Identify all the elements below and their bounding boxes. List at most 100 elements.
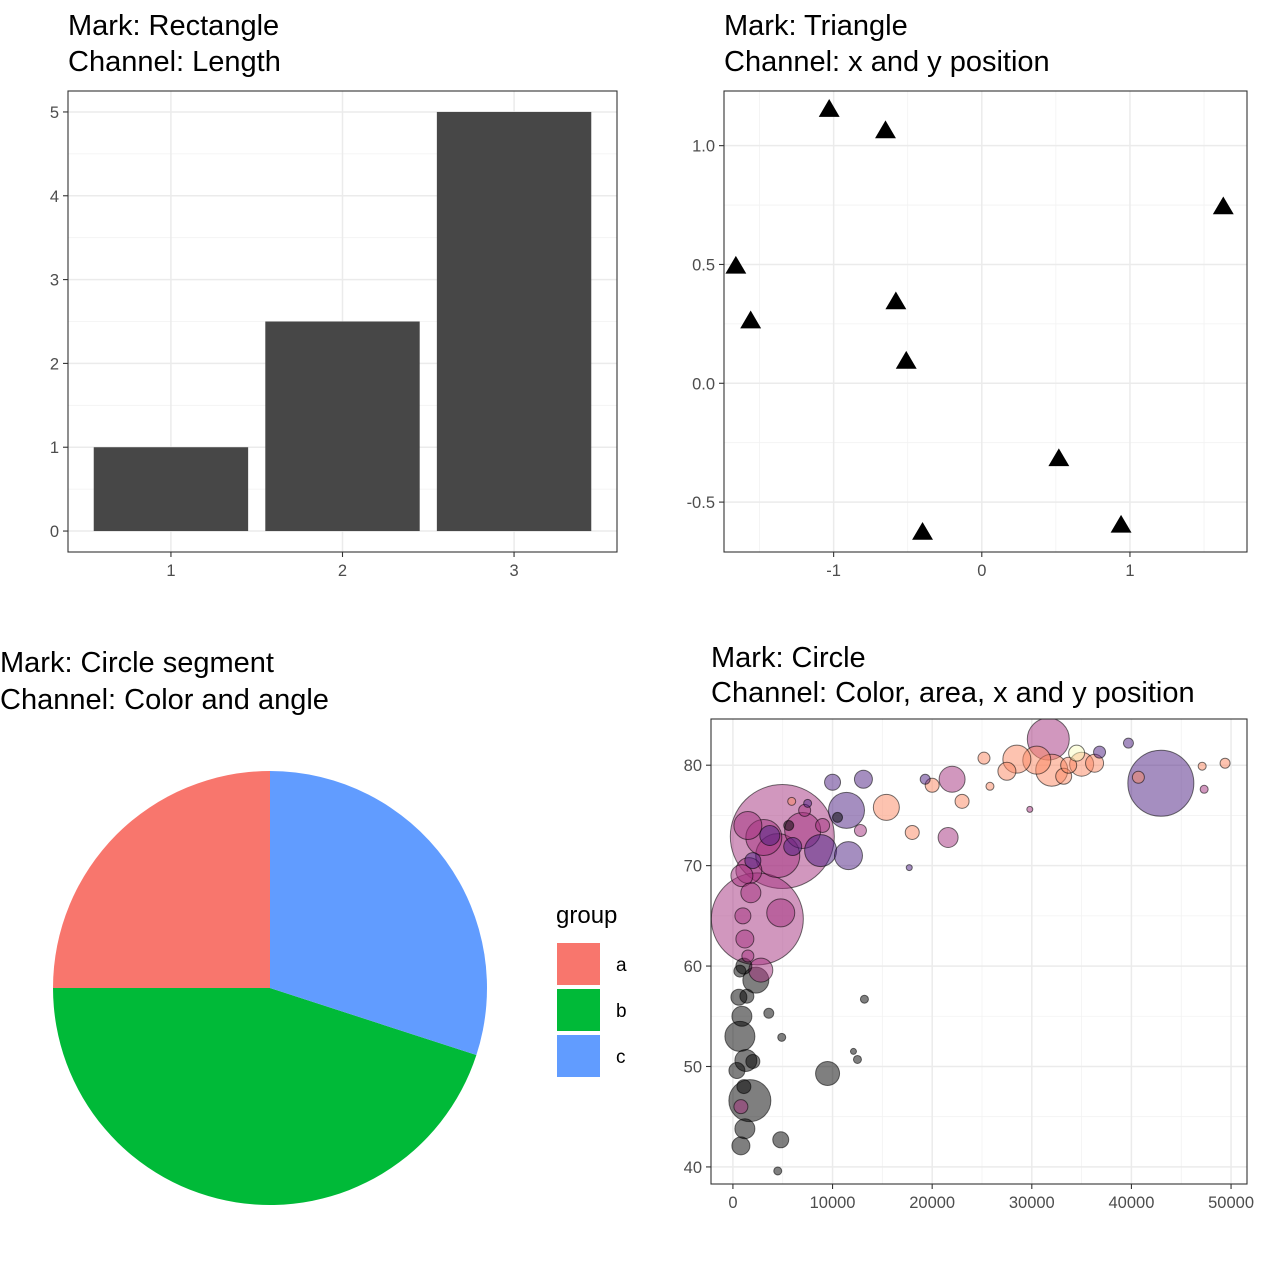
triangle-point (912, 521, 933, 540)
bubble-point (735, 929, 755, 949)
bubble-point (741, 949, 755, 963)
bubble-scatter-x-tick-label: 30000 (1009, 1194, 1055, 1212)
bubble-scatter-x-tick-label: 40000 (1108, 1194, 1154, 1212)
bar-chart-y-tick-label: 3 (50, 272, 59, 290)
bubble-point (1122, 737, 1134, 749)
bar-chart-bars (93, 111, 592, 532)
bar-chart-y-tick-label: 2 (50, 355, 59, 373)
triangle-scatter-x-tick-label: -1 (826, 562, 841, 580)
triangle-scatter-x-tick-label: 1 (1125, 562, 1134, 580)
bubble-point (1199, 784, 1209, 794)
bubble-point (744, 852, 762, 870)
bubble-point (919, 773, 931, 785)
bubble-scatter-x-tick-label: 50000 (1208, 1194, 1254, 1212)
bubble-point (773, 1166, 783, 1176)
bubble-point (849, 1047, 857, 1055)
bubble-point (733, 810, 763, 840)
triangle-point (885, 291, 907, 310)
triangle-point (740, 310, 762, 329)
bubble-point (783, 837, 803, 857)
pie-slice-a (53, 771, 270, 988)
pie-chart-title-line1: Mark: Circle segment (0, 647, 274, 679)
triangle-scatter-axes: -1 0 1 -0.5 0.0 0.5 1.0 (687, 138, 1135, 580)
bubble-point (759, 825, 781, 847)
bubble-point (815, 1061, 841, 1087)
bubble-point (763, 1007, 775, 1019)
bubble-scatter-grid (711, 719, 1247, 1184)
legend-label-a: a (616, 955, 627, 976)
bubble-point (938, 765, 966, 793)
bubble-point (736, 1079, 752, 1095)
bubble-point (734, 907, 752, 925)
bubble-point (905, 864, 913, 872)
triangle-point (1110, 514, 1132, 533)
bubble-scatter-title-line1: Mark: Circle (711, 642, 866, 674)
triangle-scatter-y-tick-label: 0.0 (692, 375, 715, 393)
triangle-scatter-points (725, 99, 1234, 540)
bubble-point (1131, 770, 1145, 784)
bubble-point (731, 1136, 751, 1156)
bubble-point (1026, 805, 1034, 813)
triangle-point (1212, 196, 1234, 215)
bar-chart-y-tick-label: 4 (50, 188, 59, 206)
bubble-point (783, 819, 795, 831)
bubble-point (815, 817, 831, 833)
pie-chart-title-line2: Channel: Color and angle (0, 684, 329, 716)
bubble-scatter-x-tick-label: 20000 (909, 1194, 955, 1212)
bubble-point (852, 1054, 862, 1064)
bubble-point (1127, 749, 1195, 817)
triangle-scatter-title-line2: Channel: x and y position (724, 46, 1050, 78)
bubble-point (745, 1053, 761, 1069)
bar-chart-title-line2: Channel: Length (68, 46, 281, 78)
triangle-scatter-grid (724, 91, 1247, 552)
bubble-scatter-title-line2: Channel: Color, area, x and y position (711, 677, 1195, 709)
pie-chart-slices (52, 770, 488, 1206)
bubble-point (827, 791, 865, 829)
triangle-scatter-panel: Mark: Triangle Channel: x and y position… (687, 10, 1248, 580)
bubble-point (997, 761, 1017, 781)
bubble-point (777, 1032, 787, 1042)
bubble-point (728, 1062, 746, 1080)
bar-3 (436, 111, 592, 532)
bubble-point (937, 827, 959, 849)
bubble-point (853, 769, 873, 789)
triangle-scatter-y-tick-label: -0.5 (687, 494, 715, 512)
triangle-scatter-panel-border (723, 90, 1248, 553)
bubble-point (872, 793, 900, 821)
bubble-point (730, 864, 754, 888)
bubble-point (787, 796, 797, 806)
pie-chart-panel: Mark: Circle segment Channel: Color and … (0, 647, 627, 1206)
bubble-scatter-points (711, 719, 1231, 1176)
legend-key-b (557, 989, 600, 1031)
bar-2 (265, 321, 420, 532)
bubble-point (977, 751, 991, 765)
bubble-point (833, 841, 863, 871)
bubble-point (1197, 761, 1207, 771)
bubble-point (904, 824, 920, 840)
bubble-scatter-x-tick-label: 10000 (810, 1194, 856, 1212)
bubble-point (748, 957, 774, 983)
bubble-point (803, 798, 813, 808)
bubble-point (734, 1118, 756, 1140)
triangle-point (875, 120, 896, 139)
triangle-scatter-y-tick-label: 0.5 (692, 256, 715, 274)
triangle-point (818, 99, 840, 117)
bubble-scatter-y-tick-label: 50 (684, 1058, 702, 1076)
bubble-point (832, 811, 844, 823)
bubble-point (1219, 757, 1231, 769)
bubble-point (824, 773, 842, 791)
bar-chart-y-tick-label: 5 (50, 104, 59, 122)
bubble-scatter-panel-border (710, 718, 1248, 1185)
triangle-point (1048, 448, 1070, 467)
triangle-point (895, 350, 917, 369)
bubble-point (985, 781, 995, 791)
legend-key-a (557, 943, 600, 985)
pie-slice-c (270, 770, 488, 1056)
bubble-scatter-y-tick-label: 70 (684, 858, 702, 876)
bubble-point (954, 793, 970, 809)
bubble-scatter-y-tick-label: 40 (684, 1159, 702, 1177)
bar-chart-axes: 1 2 3 0 1 2 3 4 5 (50, 104, 519, 580)
triangle-scatter-y-tick-label: 1.0 (692, 138, 715, 156)
bar-1 (93, 447, 249, 532)
